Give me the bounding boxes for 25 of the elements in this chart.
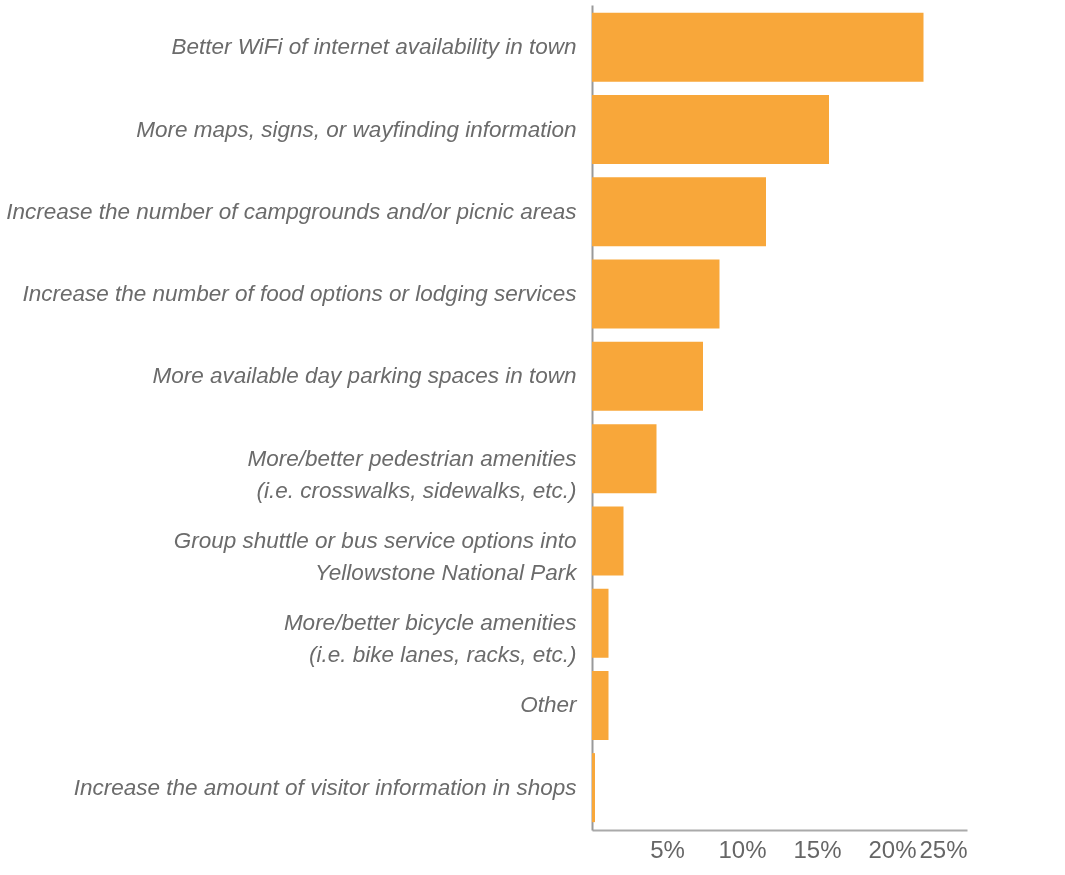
bar [592, 177, 766, 247]
y-tick-label: Increase the amount of visitor information in shops [73, 774, 577, 800]
bar [592, 506, 624, 576]
bar [592, 753, 595, 823]
bar [592, 12, 924, 82]
x-tick-label: 10% [718, 835, 767, 863]
y-tick-label: Group shuttle or bus service options into Yellowstone National Park [173, 527, 579, 585]
y-tick-label: Increase the number of food options or lodging services [22, 281, 577, 307]
y-tick-label: More maps, signs, or wayfinding information [136, 116, 577, 142]
bar [592, 341, 703, 411]
bar [592, 95, 829, 165]
y-tick-label: Other [520, 692, 578, 718]
bar [592, 424, 657, 494]
bar [592, 588, 609, 658]
x-tick-label: 5% [650, 835, 685, 863]
y-tick-label: Better WiFi of internet availability in town [171, 34, 577, 60]
bar [592, 259, 720, 329]
y-tick-label: More/better pedestrian amenities (i.e. crosswalks, sidewalks, etc.) [247, 445, 577, 503]
x-tick-label: 25% [919, 835, 968, 863]
y-tick-label: More/better bicycle amenities (i.e. bike lanes, racks, etc.) [283, 610, 577, 668]
x-tick-label: 20% [868, 835, 917, 863]
x-tick-label: 15% [793, 835, 842, 863]
bar [592, 670, 609, 740]
y-tick-label: Increase the number of campgrounds and/or picnic areas [6, 198, 577, 224]
y-tick-label: More available day parking spaces in town [152, 363, 577, 389]
